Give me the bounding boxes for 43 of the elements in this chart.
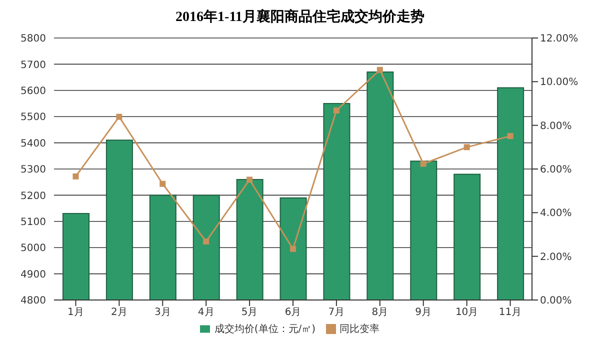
chart-title: 2016年1-11月襄阳商品住宅成交均价走势 (174, 8, 426, 27)
x-tick-label: 10月 (455, 307, 478, 318)
x-tick-label: 2月 (110, 307, 128, 318)
x-tick-label: 3月 (154, 307, 171, 318)
y2-tick-label: 2.00% (540, 252, 572, 263)
y-tick-label: 4800 (20, 296, 46, 307)
y2-tick-label: 4.00% (540, 208, 572, 220)
y2-tick-label: 0.00% (540, 296, 572, 307)
y-tick-label: 5600 (20, 86, 46, 97)
x-tick-label: 11月 (498, 307, 522, 318)
point (246, 176, 253, 183)
point (507, 133, 514, 140)
x-tick-label: 1月 (68, 307, 84, 318)
y-tick-label: 5300 (20, 164, 46, 176)
point (290, 246, 296, 252)
y-tick-label: 5200 (20, 190, 46, 202)
point (160, 180, 166, 187)
x-tick-label: 4月 (198, 307, 214, 318)
y2-tick-label: 8.00% (540, 120, 572, 132)
y2-tick-label: 6.00% (540, 164, 572, 176)
legend-label: 成交均价(单位：元/㎡) (214, 324, 316, 335)
y-tick-label: 5500 (20, 112, 46, 124)
x-tick-label: 7月 (328, 307, 345, 318)
y2-tick-label: 12.00% (540, 34, 578, 45)
x-tick-label: 8月 (372, 307, 388, 318)
point (203, 238, 210, 244)
point (464, 144, 470, 150)
legend-label: 同比变率 (340, 324, 380, 335)
point (333, 107, 340, 114)
y-tick-label: 5700 (20, 60, 46, 71)
point (376, 66, 383, 73)
y2-tick-label: 10.00% (540, 77, 578, 88)
y-tick-label: 4900 (20, 269, 46, 280)
point (72, 173, 79, 180)
y-tick-label: 5100 (20, 216, 46, 228)
x-tick-label: 5月 (241, 307, 258, 318)
point (116, 114, 122, 120)
x-tick-label: 6月 (284, 307, 302, 318)
point (420, 160, 426, 167)
y-tick-label: 5800 (20, 34, 46, 45)
y-tick-label: 5400 (20, 138, 46, 150)
x-tick-label: 9月 (415, 307, 432, 318)
y-tick-label: 5000 (20, 243, 46, 254)
